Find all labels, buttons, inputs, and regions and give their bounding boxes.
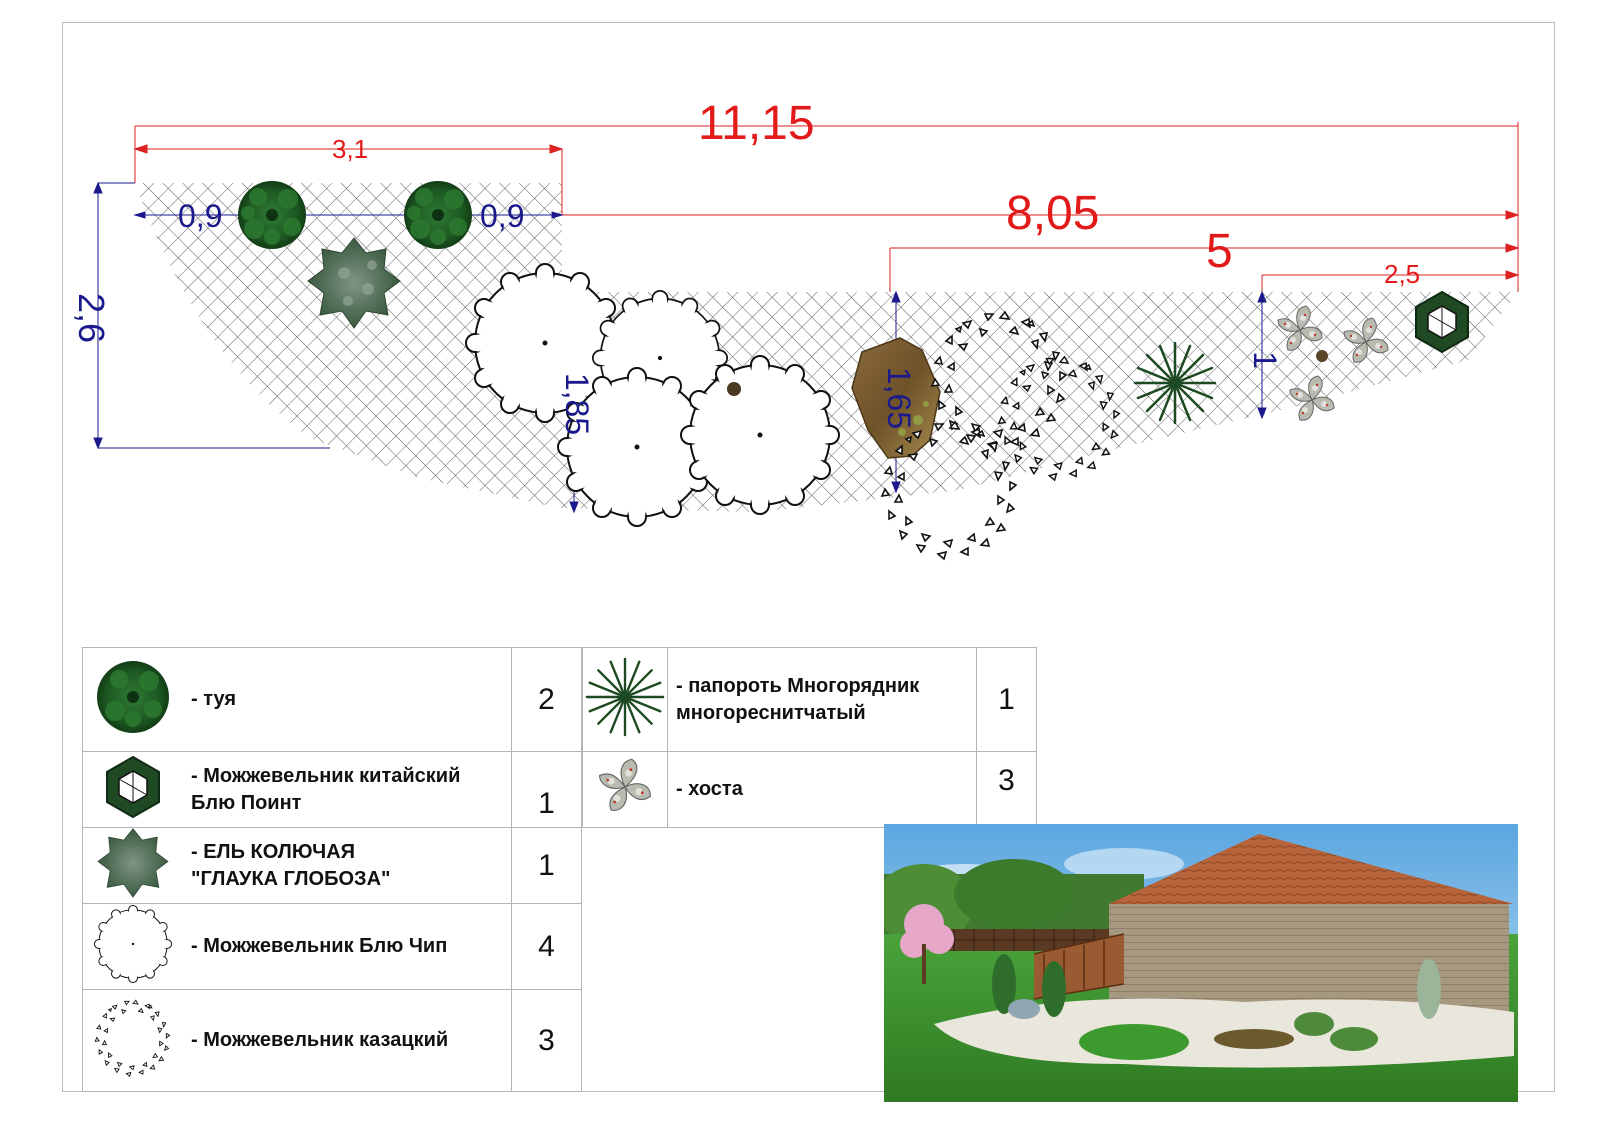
legend-qty: 1 <box>976 647 1037 752</box>
fern-icon <box>582 647 668 752</box>
legend-label: - хоста <box>667 751 977 828</box>
legend-row: - Можжевельник китайский Блю Поинт 1 <box>82 751 582 828</box>
legend-qty: 3 <box>511 989 582 1092</box>
dim-total-length: 11,15 <box>698 97 815 150</box>
dim-right-section: 8,05 <box>1006 187 1100 240</box>
hosta-icon <box>582 751 668 828</box>
dim-end-section: 2,5 <box>1384 259 1421 289</box>
legend-label-line: "ГЛАУКА ГЛОБОЗА" <box>191 867 391 890</box>
legend-row: - Можжевельник казацкий 3 <box>82 989 582 1092</box>
legend-table: - туя 2 - Можжевельник китайский Блю Пои… <box>82 647 582 1092</box>
planting-plan <box>93 122 1520 560</box>
chinese-juniper-icon <box>82 751 183 828</box>
legend-qty: 1 <box>511 827 582 904</box>
thuja-left <box>238 181 306 249</box>
dim-depth-stone: 1,65 <box>881 366 918 430</box>
legend-row: - хоста 3 <box>582 751 1037 828</box>
legend-table-right: - папороть Многорядник многореснитчатый … <box>582 647 1037 828</box>
dim-depth-mid: 1,85 <box>559 372 596 436</box>
legend-label-line: - ЕЛЬ КОЛЮЧАЯ <box>191 840 356 863</box>
legend-qty: 3 <box>976 751 1037 828</box>
legend-row: - ЕЛЬ КОЛЮЧАЯ "ГЛАУКА ГЛОБОЗА" 1 <box>82 827 582 904</box>
legend-qty: 2 <box>511 647 582 752</box>
legend-row: - Можжевельник Блю Чип 4 <box>82 903 582 990</box>
legend-label-line: - Можжевельник китайский <box>191 764 461 787</box>
dim-depth-right: 1 <box>1246 351 1283 369</box>
dim-left-section: 3,1 <box>332 134 369 164</box>
planting-bed <box>135 183 1518 512</box>
dim-mid-section: 5 <box>1206 225 1233 278</box>
legend-label: - папороть Многорядник многореснитчатый <box>667 647 977 752</box>
legend-label: - Можжевельник казацкий <box>183 989 512 1092</box>
legend-label-line: - папороть Многорядник <box>676 674 920 697</box>
legend-label: - туя <box>183 647 512 752</box>
drawing-frame <box>62 22 1555 1092</box>
legend-label-line: Блю Поинт <box>191 791 302 814</box>
legend-qty: 1 <box>511 751 582 828</box>
legend-label: - ЕЛЬ КОЛЮЧАЯ "ГЛАУКА ГЛОБОЗА" <box>183 827 512 904</box>
cossack-juniper-icon <box>82 989 183 1092</box>
chinese-juniper <box>1415 290 1469 354</box>
garden-3d-preview <box>884 824 1518 1102</box>
blue-spruce-icon <box>82 827 183 904</box>
blue-spruce <box>307 237 401 329</box>
dim-offset-right: 0,9 <box>480 198 525 234</box>
decorative-stone <box>851 337 941 459</box>
legend-label: - Можжевельник Блю Чип <box>183 903 512 990</box>
dim-depth-left: 2,6 <box>71 292 113 344</box>
legend-row: - папороть Многорядник многореснитчатый … <box>582 647 1037 752</box>
thuja-icon <box>82 647 183 752</box>
dim-offset-left: 0,9 <box>178 198 223 234</box>
legend-label: - Можжевельник китайский Блю Поинт <box>183 751 512 828</box>
blue-chip-juniper-icon <box>82 903 183 990</box>
legend-row: - туя 2 <box>82 647 582 752</box>
legend-label-line: многореснитчатый <box>676 701 866 724</box>
thuja-right <box>404 181 472 249</box>
legend-qty: 4 <box>511 903 582 990</box>
fern <box>1133 341 1217 425</box>
